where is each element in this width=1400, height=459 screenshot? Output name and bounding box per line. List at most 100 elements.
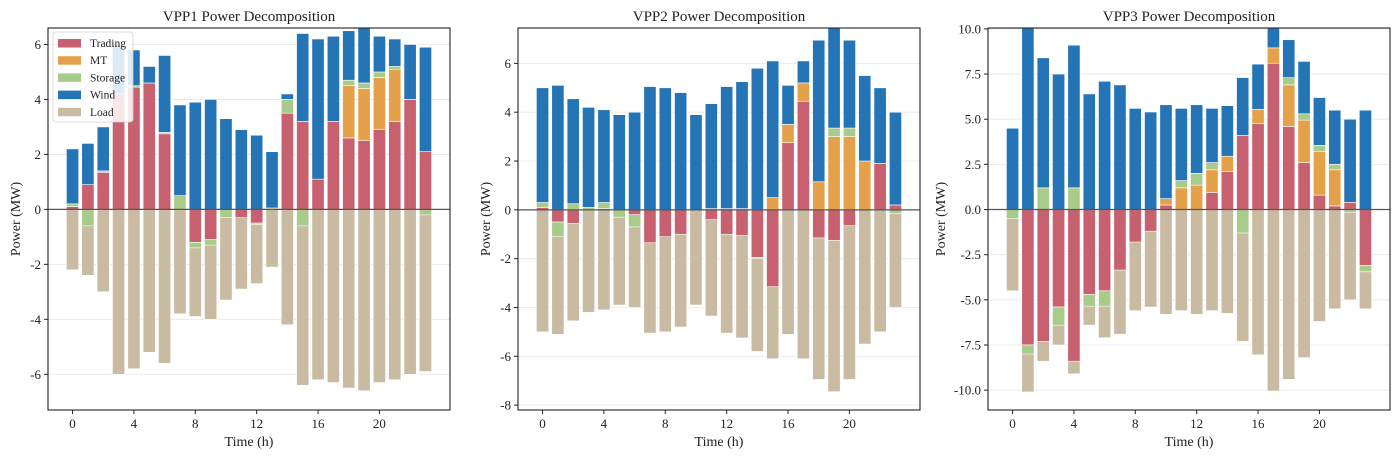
bar-storage [173,195,187,210]
bar-wind [188,101,202,210]
legend-item-mt: MT [58,55,107,67]
bar-trading [766,209,780,288]
panel-title: VPP1 Power Decomposition [163,9,336,25]
bar-wind [1190,104,1204,174]
bar-wind [796,60,810,84]
bar-wind [735,81,749,209]
y-tick-label: -2 [30,257,41,272]
bar-wind [296,33,310,122]
bar-wind [766,60,780,198]
bar-storage [628,214,642,228]
bar-wind [858,75,872,162]
bar-trading [827,209,841,241]
bar-wind [582,107,596,208]
bar-storage [1174,180,1188,189]
bar-trading [1144,209,1158,232]
bar-load [296,209,310,386]
bar-load [265,209,279,268]
bar-load [842,209,856,380]
bar-wind [81,143,95,185]
y-tick-label: -5.0 [960,292,981,307]
bar-mt [1174,187,1188,210]
bar-trading [204,209,218,240]
bar-load [1220,209,1234,314]
bar-trading [96,171,110,210]
bar-mt [1220,155,1234,172]
legend-swatch [58,107,81,117]
legend-swatch [58,73,81,82]
y-tick-label: -2.5 [960,247,981,262]
bar-wind [142,66,156,84]
bar-wind [827,28,841,129]
bar-wind [1266,28,1280,49]
bar-load [566,209,580,322]
x-tick-label: 0 [69,416,76,431]
bar-load [173,209,187,315]
y-tick-label: 4 [505,105,512,120]
x-tick-label: 16 [312,416,326,431]
x-tick-label: 4 [1071,416,1078,431]
panel-vpp3: VPP3 Power Decomposition Time (h) Power … [934,9,1391,450]
bar-mt [1205,169,1219,193]
bar-load [536,209,549,333]
bar-storage [551,221,565,237]
bar-load [1174,209,1188,311]
bar-trading [674,209,688,235]
bar-trading [311,178,325,210]
bar-wind [1098,80,1112,210]
bar-storage [1205,162,1219,171]
panel-vpp2: VPP2 Power Decomposition Time (h) Power … [479,9,921,450]
legend-box [52,31,134,123]
bar-load [112,209,126,375]
bar-load [1266,209,1280,392]
bar-wind [689,114,703,211]
bar-load [1159,209,1173,315]
bar-trading [1067,209,1081,362]
y-axis-label: Power (MW) [9,182,24,257]
bar-wind [704,103,718,209]
bar-trading [419,151,432,210]
axes-frame [47,27,451,411]
x-tick-label: 8 [1132,416,1139,431]
bar-storage [1052,306,1066,326]
bar-mt [842,136,856,211]
bar-load [372,209,386,383]
bar-trading [250,209,264,224]
y-axis-label: Power (MW) [934,182,949,257]
bar-load [403,209,417,375]
x-tick-label: 20 [1313,416,1326,431]
bar-trading [704,209,718,220]
bar-wind [419,46,432,152]
legend-label: Storage [90,72,125,84]
bar-wind [1144,111,1158,210]
y-tick-label: 0.0 [965,202,981,217]
bar-trading [142,82,156,210]
x-tick-label: 8 [192,416,199,431]
bar-load [781,209,795,335]
bar-mt [858,160,872,211]
bar-trading [628,209,642,216]
bar-wind [66,148,79,205]
bar-wind [1006,127,1019,210]
bar-storage [750,257,764,259]
bars [66,28,432,392]
bar-trading [1021,209,1035,346]
bar-wind [812,39,826,183]
bar-wind [1343,118,1357,203]
y-tick-label: 6 [505,56,512,71]
bar-wind [1359,109,1372,210]
bar-wind [1312,97,1326,146]
bar-trading [1052,209,1066,308]
axes-frame [987,27,1391,411]
bar-mt [812,181,826,211]
bar-wind [326,35,340,122]
y-tick-label: 2 [505,154,512,169]
bar-storage [1190,173,1204,186]
bar-trading [889,204,902,211]
bar-trading [357,140,371,210]
bar-wind [1159,104,1173,199]
bar-mt [342,85,356,139]
bar-wind [842,39,856,129]
bar-wind [388,38,402,67]
